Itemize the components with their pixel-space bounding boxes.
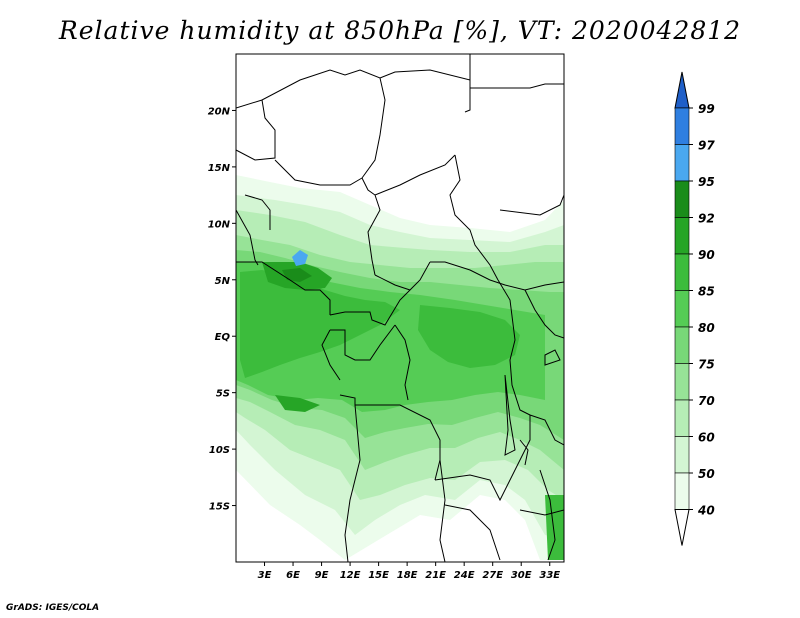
colorbar-segment (674, 326, 690, 364)
chart-title: Relative humidity at 850hPa [%], VT: 202… (58, 16, 742, 45)
colorbar-segment (674, 399, 690, 437)
lon-tick-label: 27E (482, 570, 503, 581)
lat-tick-label: EQ (215, 332, 231, 343)
longitude-axis: 3E 6E 9E 12E 15E 18E 21E 24E 27E 30E 33E (258, 562, 560, 581)
humidity-field (236, 54, 564, 562)
rh-90-region-south (275, 395, 320, 412)
lat-tick-label: 5S (216, 389, 230, 400)
rh-85-region-east (418, 305, 520, 368)
colorbar-label: 95 (698, 175, 715, 189)
lat-tick-label: 15N (208, 163, 231, 174)
colorbar-segment (674, 144, 690, 182)
colorbar-segment (674, 436, 690, 474)
map-frame (235, 53, 565, 563)
country-borders (236, 54, 564, 562)
colorbar-label: 90 (698, 248, 715, 262)
colorbar-label: 40 (697, 504, 715, 518)
lon-tick-label: 12E (340, 570, 361, 581)
lat-tick-label: 15S (209, 502, 230, 513)
colorbar-label: 50 (698, 467, 715, 481)
lon-tick-label: 18E (397, 570, 418, 581)
lon-tick-label: 21E (425, 570, 446, 581)
rh-85-region (240, 270, 400, 378)
colorbar-label: 85 (698, 285, 715, 299)
lat-tick-label: 10N (208, 219, 231, 230)
lon-tick-label: 6E (286, 570, 300, 581)
colorbar-segment (674, 107, 690, 145)
lon-tick-label: 24E (454, 570, 475, 581)
lat-tick-label: 20N (208, 106, 231, 117)
colorbar-min-arrow (674, 509, 690, 546)
colorbar-segment (674, 180, 690, 218)
colorbar-label: 92 (698, 212, 715, 226)
colorbar-label: 60 (698, 431, 715, 445)
lon-tick-label: 30E (511, 570, 532, 581)
lon-tick-label: 15E (368, 570, 389, 581)
colorbar-max-arrow (674, 71, 690, 109)
colorbar-label: 97 (698, 139, 715, 153)
rh-95-region (292, 250, 308, 266)
colorbar-segment (674, 290, 690, 328)
colorbar-segment (674, 363, 690, 401)
lon-tick-label: 9E (315, 570, 329, 581)
rh-east-strip (545, 495, 564, 560)
colorbar-segment (674, 217, 690, 255)
lon-tick-label: 3E (258, 570, 272, 581)
colorbar-segment (674, 253, 690, 291)
colorbar: 99 97 95 92 90 85 80 75 70 60 50 40 (674, 71, 715, 546)
colorbar-label: 70 (698, 394, 715, 408)
rh-92-region (282, 268, 312, 282)
colorbar-segment (674, 472, 690, 510)
lat-tick-label: 10S (209, 445, 230, 456)
lat-tick-label: 5N (215, 276, 231, 287)
colorbar-label: 99 (698, 102, 715, 116)
colorbar-label: 75 (698, 358, 715, 372)
latitude-axis: 20N 15N 10N 5N EQ 5S 10S 15S (208, 106, 236, 513)
lon-tick-label: 33E (539, 570, 560, 581)
colorbar-label: 80 (698, 321, 715, 335)
credit-text: GrADS: IGES/COLA (6, 603, 100, 613)
